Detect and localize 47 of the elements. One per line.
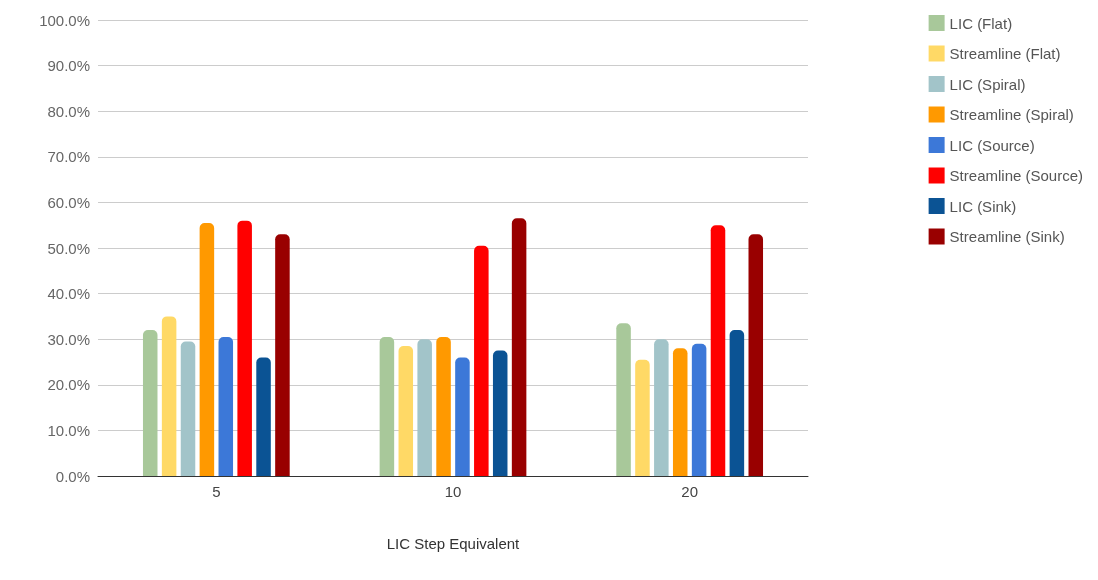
y-tick-label: 20.0% <box>47 376 90 394</box>
bar <box>474 245 489 476</box>
legend-label: Streamline (Spiral) <box>949 106 1074 123</box>
bar <box>275 234 290 476</box>
bar <box>654 339 669 476</box>
bar <box>199 222 215 476</box>
legend-label: Streamline (Sink) <box>949 228 1065 245</box>
bar <box>417 339 432 476</box>
bar <box>616 323 631 476</box>
bar <box>748 234 764 476</box>
bar <box>710 225 726 476</box>
y-tick-label: 80.0% <box>47 102 90 120</box>
bar <box>237 220 252 476</box>
legend-label: Streamline (Flat) <box>949 45 1061 62</box>
bar <box>672 348 688 476</box>
x-tick-label: 5 <box>212 483 221 500</box>
y-tick-label: 40.0% <box>47 285 90 303</box>
x-axis-title: LIC Step Equivalent <box>386 535 521 552</box>
x-tick-label: 10 <box>444 483 462 500</box>
legend-label: LIC (Spiral) <box>949 75 1026 93</box>
bar <box>492 350 508 476</box>
bar <box>635 359 650 476</box>
y-tick-label: 30.0% <box>47 330 90 348</box>
y-tick-label: 90.0% <box>47 57 90 75</box>
y-tick-label: 0.0% <box>55 467 90 485</box>
bar <box>691 343 707 476</box>
legend-label: LIC (Flat) <box>949 14 1013 32</box>
x-tick-label: 20 <box>681 483 699 500</box>
bar <box>142 330 158 476</box>
bar <box>398 346 414 476</box>
legend-label: LIC (Sink) <box>949 197 1017 215</box>
bar <box>436 336 451 476</box>
bar <box>511 218 527 476</box>
y-tick-label: 70.0% <box>47 148 90 166</box>
legend-label: LIC (Source) <box>949 136 1035 154</box>
bar <box>729 330 745 476</box>
bar <box>161 316 177 476</box>
y-tick-label: 100.0% <box>39 11 90 29</box>
bar <box>379 336 395 476</box>
bar <box>455 357 470 476</box>
bar <box>218 336 234 476</box>
bar <box>180 341 196 476</box>
y-tick-label: 60.0% <box>47 193 90 211</box>
bar <box>256 357 271 476</box>
y-tick-label: 10.0% <box>47 421 90 439</box>
legend-label: Streamline (Source) <box>949 167 1084 184</box>
y-tick-label: 50.0% <box>47 239 90 257</box>
